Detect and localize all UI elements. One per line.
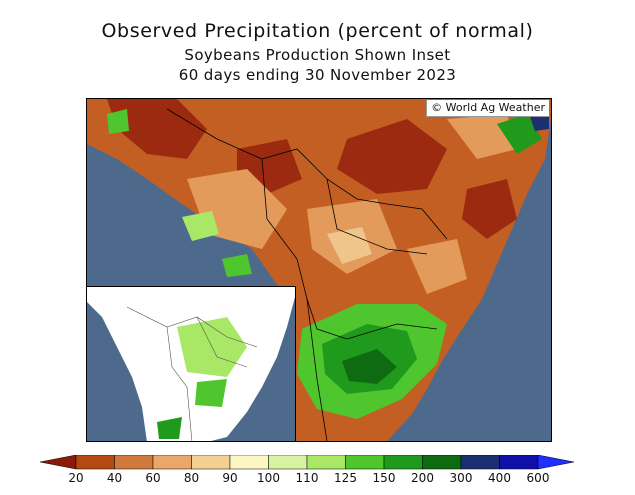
legend-swatch — [75, 455, 115, 470]
legend-swatch — [537, 455, 575, 470]
wet-spot — [182, 211, 219, 241]
land-dark-patch — [337, 119, 447, 194]
map-title: Observed Precipitation (percent of norma… — [101, 20, 534, 42]
legend-swatch — [114, 455, 154, 470]
legend-tick-label: 20 — [68, 471, 84, 485]
land-dark-patch — [107, 99, 207, 159]
legend-tick-label: 40 — [106, 471, 123, 485]
wet-spot — [107, 109, 129, 134]
legend-tick-label: 80 — [183, 471, 200, 485]
legend-tick-label: 100 — [257, 471, 280, 485]
legend-tick-label: 110 — [295, 471, 319, 485]
wet-spot — [222, 254, 252, 277]
legend-tick-label: 200 — [411, 471, 434, 485]
legend-swatch — [383, 455, 423, 470]
legend-tick-label: 300 — [449, 471, 473, 485]
inset-borders — [126, 306, 258, 441]
land-light-patch — [327, 227, 372, 264]
legend-swatch — [499, 455, 539, 470]
legend-swatch — [460, 455, 500, 470]
legend-swatch — [191, 455, 231, 470]
legend-swatch — [306, 455, 346, 470]
map-canvas — [87, 99, 551, 441]
precipitation-map: © World Ag Weather — [86, 98, 552, 442]
legend-tick-label: 600 — [526, 471, 550, 485]
country-borders — [166, 108, 448, 441]
wet-spot — [497, 114, 542, 154]
legend-swatch — [422, 455, 462, 470]
legend-labels: 20 40 60 80 90 100 110 125 150 200 300 400 600 — [0, 471, 635, 489]
inset-soy-area — [157, 417, 182, 439]
inset-canvas — [87, 287, 295, 441]
land-dark-patch — [462, 179, 517, 239]
legend-tick-label: 150 — [372, 471, 396, 485]
legend-swatch — [345, 455, 385, 470]
legend-tick-label: 90 — [222, 471, 238, 485]
map-subtitle: Soybeans Production Shown Inset — [184, 46, 451, 64]
map-period: 60 days ending 30 November 2023 — [178, 66, 457, 84]
credit-label: © World Ag Weather — [426, 100, 549, 117]
legend-tick-label: 125 — [334, 471, 357, 485]
legend-swatch — [40, 455, 77, 470]
legend-tick-label: 400 — [488, 471, 511, 485]
legend-swatch — [152, 455, 192, 470]
land-light-patch — [407, 239, 467, 294]
inset-soy-area — [195, 379, 227, 407]
legend-swatch — [229, 455, 269, 470]
wet-core-dark — [342, 349, 397, 384]
soybean-production-inset — [87, 286, 296, 441]
legend-tick-label: 60 — [145, 471, 161, 485]
legend-colorbar — [40, 455, 575, 470]
legend-swatch — [268, 455, 308, 470]
